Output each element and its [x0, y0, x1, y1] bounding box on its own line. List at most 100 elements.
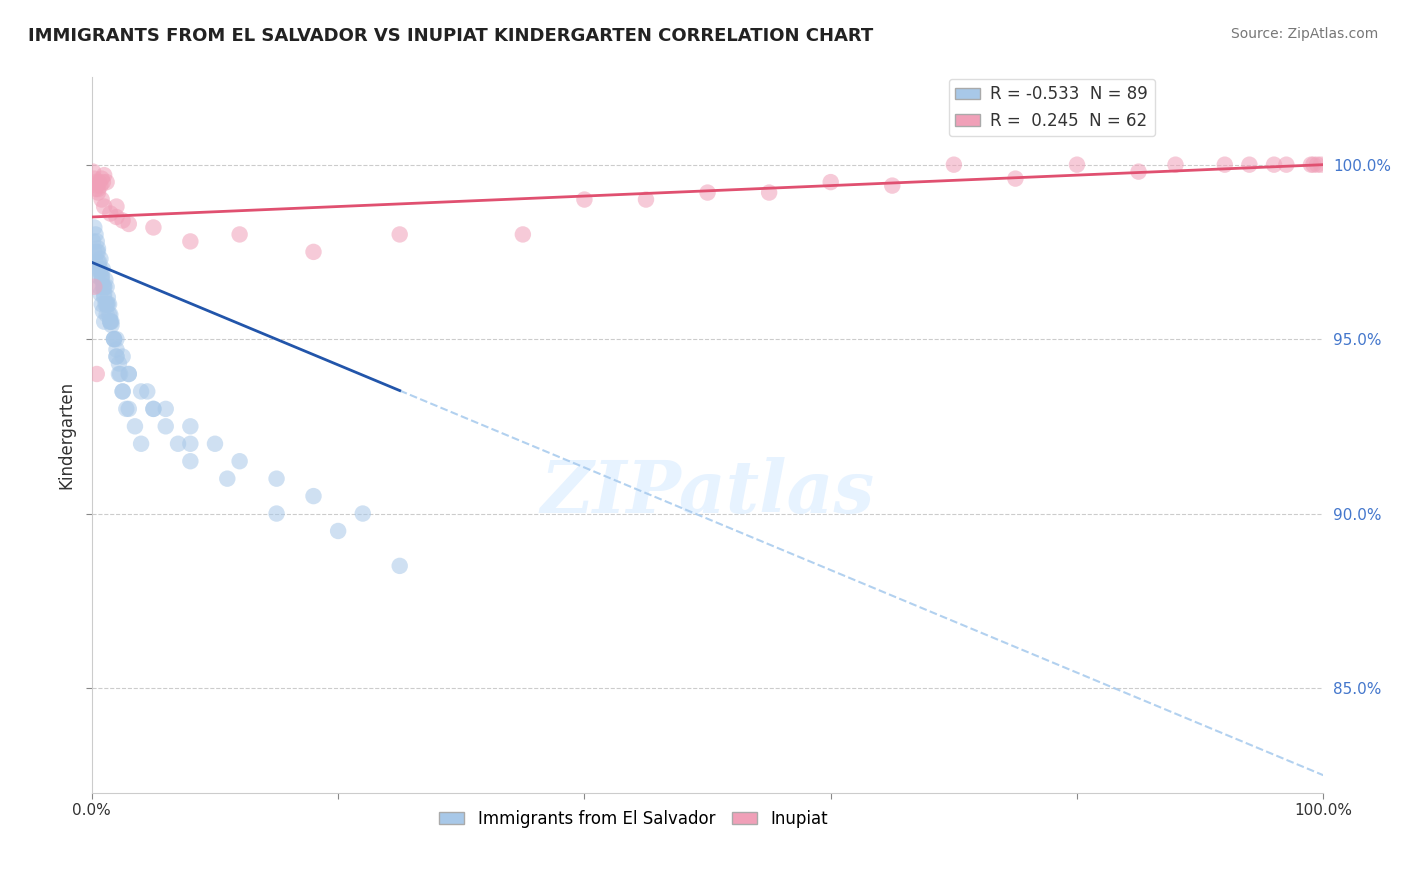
Point — [266, 472, 288, 486]
Point — [98, 297, 121, 311]
Point — [96, 297, 118, 311]
Point — [87, 186, 110, 200]
Point — [1302, 158, 1324, 172]
Point — [1306, 158, 1329, 172]
Point — [111, 384, 134, 399]
Point — [93, 290, 115, 304]
Legend: Immigrants from El Salvador, Inupiat: Immigrants from El Salvador, Inupiat — [433, 803, 835, 834]
Point — [94, 273, 117, 287]
Point — [96, 175, 118, 189]
Point — [942, 158, 965, 172]
Point — [758, 186, 780, 200]
Point — [1263, 158, 1285, 172]
Point — [90, 171, 112, 186]
Point — [98, 206, 121, 220]
Point — [89, 286, 111, 301]
Point — [86, 367, 108, 381]
Point — [89, 178, 111, 193]
Point — [91, 279, 114, 293]
Point — [124, 419, 146, 434]
Point — [89, 255, 111, 269]
Point — [89, 262, 111, 277]
Text: ZIPatlas: ZIPatlas — [540, 457, 875, 528]
Point — [388, 558, 411, 573]
Point — [82, 235, 104, 249]
Point — [1004, 171, 1026, 186]
Point — [1164, 158, 1187, 172]
Point — [96, 308, 118, 322]
Point — [86, 235, 108, 249]
Point — [136, 384, 159, 399]
Point — [266, 507, 288, 521]
Point — [105, 343, 128, 357]
Point — [83, 220, 105, 235]
Point — [574, 193, 596, 207]
Point — [388, 227, 411, 242]
Point — [1299, 158, 1322, 172]
Point — [100, 315, 122, 329]
Point — [84, 175, 107, 189]
Point — [96, 297, 118, 311]
Point — [115, 401, 138, 416]
Point — [84, 227, 107, 242]
Point — [89, 262, 111, 277]
Point — [105, 200, 128, 214]
Point — [1239, 158, 1261, 172]
Point — [89, 252, 111, 266]
Point — [83, 171, 105, 186]
Point — [93, 279, 115, 293]
Point — [90, 269, 112, 284]
Point — [82, 164, 104, 178]
Point — [142, 401, 165, 416]
Point — [204, 436, 226, 450]
Point — [1213, 158, 1236, 172]
Point — [179, 235, 201, 249]
Point — [105, 210, 128, 224]
Point — [1066, 158, 1088, 172]
Point — [111, 384, 134, 399]
Point — [84, 255, 107, 269]
Point — [111, 350, 134, 364]
Point — [96, 279, 118, 293]
Point — [87, 182, 110, 196]
Point — [90, 193, 112, 207]
Point — [83, 279, 105, 293]
Point — [86, 262, 108, 277]
Point — [87, 241, 110, 255]
Point — [326, 524, 349, 538]
Point — [89, 175, 111, 189]
Point — [97, 297, 120, 311]
Point — [93, 286, 115, 301]
Point — [179, 419, 201, 434]
Point — [103, 332, 125, 346]
Point — [91, 262, 114, 277]
Point — [84, 182, 107, 196]
Point — [1275, 158, 1298, 172]
Point — [696, 186, 718, 200]
Point — [98, 308, 121, 322]
Point — [228, 454, 250, 468]
Point — [105, 350, 128, 364]
Point — [129, 436, 152, 450]
Point — [228, 227, 250, 242]
Point — [103, 332, 125, 346]
Point — [129, 384, 152, 399]
Point — [118, 217, 141, 231]
Point — [111, 213, 134, 227]
Point — [98, 315, 121, 329]
Point — [512, 227, 534, 242]
Y-axis label: Kindergarten: Kindergarten — [58, 381, 75, 489]
Point — [167, 436, 190, 450]
Point — [108, 367, 131, 381]
Point — [179, 436, 201, 450]
Point — [142, 401, 165, 416]
Point — [86, 178, 108, 193]
Point — [103, 332, 125, 346]
Point — [98, 315, 121, 329]
Point — [108, 357, 131, 371]
Point — [105, 332, 128, 346]
Point — [882, 178, 904, 193]
Point — [90, 297, 112, 311]
Point — [155, 401, 177, 416]
Point — [87, 244, 110, 259]
